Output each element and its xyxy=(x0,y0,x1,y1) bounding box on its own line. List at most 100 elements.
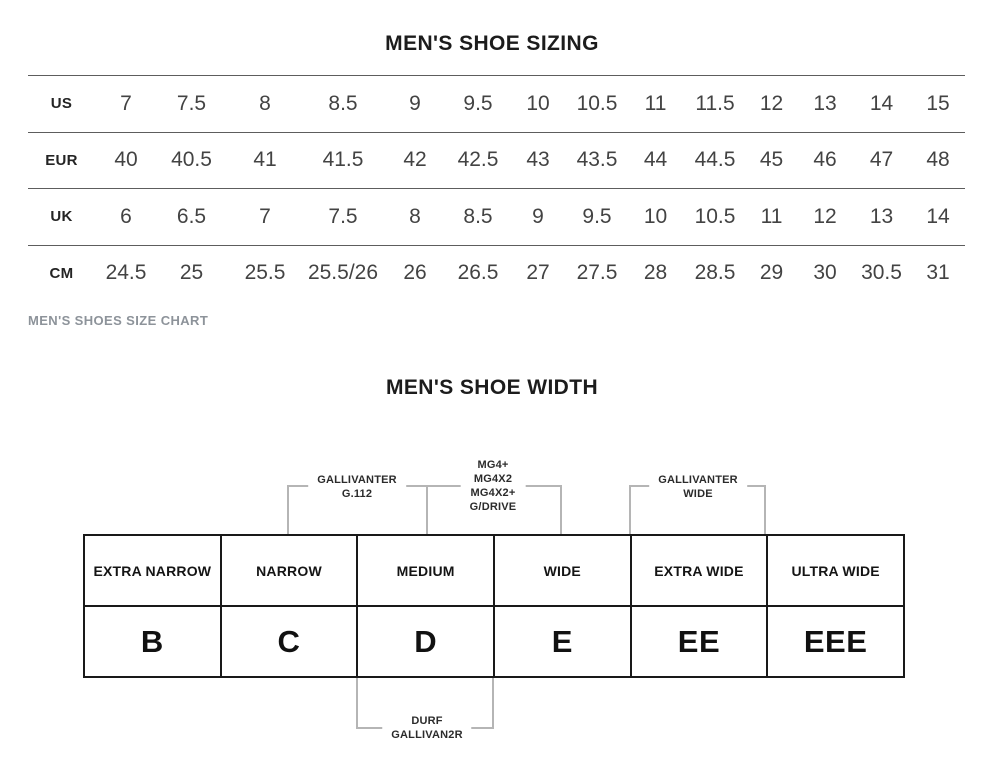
width-header-row: EXTRA NARROW NARROW MEDIUM WIDE EXTRA WI… xyxy=(83,534,905,607)
width-code-row: B C D E EE EEE xyxy=(83,605,905,678)
size-value: 31 xyxy=(911,244,965,301)
size-value: 26.5 xyxy=(448,244,508,301)
width-code-cell: EEE xyxy=(766,605,905,678)
annotation-line: GALLIVANTER xyxy=(317,474,397,486)
size-value: 43.5 xyxy=(568,131,626,189)
annotation-line: GALLIVANTER xyxy=(658,474,738,486)
size-value: 7.5 xyxy=(157,75,226,132)
size-value: 46 xyxy=(798,131,852,189)
annotation-line: WIDE xyxy=(683,488,713,500)
size-row-cm: CM 24.5 25 25.5 25.5/26 26 26.5 27 27.5 … xyxy=(28,244,965,301)
width-header-cell: MEDIUM xyxy=(356,534,495,607)
size-value: 44 xyxy=(626,131,685,189)
size-value: 10 xyxy=(508,75,568,132)
annotation-mg4-group: MG4+ MG4X2 MG4X2+ G/DRIVE xyxy=(460,458,526,514)
size-row-label: UK xyxy=(28,188,95,245)
size-value: 15 xyxy=(911,75,965,132)
annotation-line: GALLIVAN2R xyxy=(391,729,463,741)
annotation-line: MG4X2+ xyxy=(470,487,516,499)
size-value: 6 xyxy=(95,188,157,245)
size-chart-caption: MEN'S SHOES SIZE CHART xyxy=(28,313,209,328)
size-value: 41 xyxy=(226,131,304,189)
size-value: 8.5 xyxy=(304,75,382,132)
bracket-leg xyxy=(629,485,631,535)
size-value: 7 xyxy=(95,75,157,132)
width-title: MEN'S SHOE WIDTH xyxy=(385,376,599,399)
size-value: 25 xyxy=(157,244,226,301)
size-row-eur: EUR 40 40.5 41 41.5 42 42.5 43 43.5 44 4… xyxy=(28,131,965,189)
size-value: 25.5 xyxy=(226,244,304,301)
bracket-line xyxy=(287,485,562,487)
width-code-cell: E xyxy=(492,605,632,678)
size-value: 27.5 xyxy=(568,244,626,301)
width-code-cell: B xyxy=(83,605,222,678)
width-code-cell: D xyxy=(356,605,495,678)
size-value: 6.5 xyxy=(157,188,226,245)
size-row-label: CM xyxy=(28,244,95,301)
size-value: 28.5 xyxy=(685,244,745,301)
width-header-cell: EXTRA WIDE xyxy=(629,534,769,607)
size-value: 48 xyxy=(911,131,965,189)
size-value: 9 xyxy=(508,188,568,245)
size-value: 29 xyxy=(745,244,798,301)
bracket-leg xyxy=(492,678,494,729)
size-value: 25.5/26 xyxy=(304,244,382,301)
size-value: 43 xyxy=(508,131,568,189)
size-value: 12 xyxy=(745,75,798,132)
size-row-label: EUR xyxy=(28,131,95,189)
size-value: 47 xyxy=(852,131,911,189)
annotation-line: MG4+ xyxy=(477,459,509,471)
size-value: 9 xyxy=(382,75,448,132)
size-value: 30 xyxy=(798,244,852,301)
annotation-durf-group: DURF GALLIVAN2R xyxy=(382,714,472,742)
width-code-cell: C xyxy=(219,605,359,678)
size-value: 45 xyxy=(745,131,798,189)
size-value: 12 xyxy=(798,188,852,245)
size-value: 27 xyxy=(508,244,568,301)
sizing-table: US 7 7.5 8 8.5 9 9.5 10 10.5 11 11.5 12 … xyxy=(28,75,965,301)
size-value: 28 xyxy=(626,244,685,301)
size-value: 30.5 xyxy=(852,244,911,301)
bracket-leg xyxy=(287,485,289,535)
size-value: 26 xyxy=(382,244,448,301)
size-row-us: US 7 7.5 8 8.5 9 9.5 10 10.5 11 11.5 12 … xyxy=(28,75,965,132)
annotation-line: DURF xyxy=(411,715,443,727)
size-value: 40.5 xyxy=(157,131,226,189)
size-value: 7 xyxy=(226,188,304,245)
size-value: 41.5 xyxy=(304,131,382,189)
annotation-line: G.112 xyxy=(341,488,373,500)
size-value: 42 xyxy=(382,131,448,189)
width-header-cell: NARROW xyxy=(219,534,359,607)
sizing-title: MEN'S SHOE SIZING xyxy=(385,32,599,55)
width-header-cell: WIDE xyxy=(492,534,632,607)
size-value: 11 xyxy=(626,75,685,132)
size-value: 10 xyxy=(626,188,685,245)
size-value: 11 xyxy=(745,188,798,245)
size-value: 14 xyxy=(852,75,911,132)
size-value: 13 xyxy=(798,75,852,132)
annotation-gallivanter-wide: GALLIVANTER WIDE xyxy=(649,473,747,501)
size-value: 24.5 xyxy=(95,244,157,301)
size-value: 8 xyxy=(226,75,304,132)
size-value: 8 xyxy=(382,188,448,245)
size-value: 14 xyxy=(911,188,965,245)
bracket-leg xyxy=(356,678,358,729)
bracket-leg xyxy=(560,485,562,535)
size-value: 10.5 xyxy=(568,75,626,132)
size-value: 9.5 xyxy=(568,188,626,245)
size-row-uk: UK 6 6.5 7 7.5 8 8.5 9 9.5 10 10.5 11 12… xyxy=(28,188,965,245)
size-value: 10.5 xyxy=(685,188,745,245)
annotation-line: G/DRIVE xyxy=(469,501,517,513)
annotation-line: MG4X2 xyxy=(473,473,513,485)
size-value: 40 xyxy=(95,131,157,189)
size-value: 42.5 xyxy=(448,131,508,189)
annotation-gallivanter-g112: GALLIVANTER G.112 xyxy=(308,473,406,501)
size-row-label: US xyxy=(28,75,95,132)
size-value: 11.5 xyxy=(685,75,745,132)
bracket-leg xyxy=(764,485,766,535)
width-code-cell: EE xyxy=(629,605,769,678)
width-header-cell: ULTRA WIDE xyxy=(766,534,905,607)
size-value: 44.5 xyxy=(685,131,745,189)
size-value: 8.5 xyxy=(448,188,508,245)
